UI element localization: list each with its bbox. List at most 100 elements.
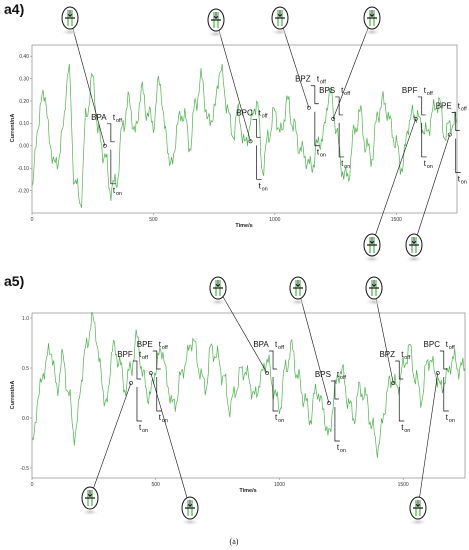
bubble-shadow [80,508,100,516]
toff-label: t [446,340,449,349]
x-tick-label: 500 [152,482,161,488]
toff-subscript: off [278,345,284,351]
ton-subscript: on [116,191,122,197]
ton-subscript: on [340,448,346,454]
dwell-step [439,350,449,412]
callout-arrow [371,118,416,246]
event-marker [265,371,269,375]
toff-label: t [275,340,278,349]
event-marker [248,139,253,144]
ton-label: t [458,175,461,184]
series-line [31,63,458,208]
callout-arrow [69,17,106,146]
arrow-icon [371,280,377,288]
ton-label: t [159,413,162,422]
ton-subscript: on [142,428,148,434]
arrow-icon [67,10,73,18]
bubble-shadow [288,298,308,306]
y-tick-label: 0.0 [22,416,29,422]
dwell-step [417,96,427,158]
event-marker [102,143,107,148]
event-marker [129,381,133,385]
ton-label: t [259,181,262,190]
chart-a4: -0.20 -0.10 0.00 0.10 0.20 0.30 0.40 0 500 1000 15… [18,6,467,263]
toff-subscript: off [340,375,346,381]
event-marker [331,117,336,121]
arrow-icon [277,10,283,18]
ton-label: t [139,423,142,432]
event-marker [447,132,452,137]
toff-label: t [113,113,116,122]
y-tick-label: 0.5 [22,366,29,372]
event-marker [413,117,418,121]
event-label: BPF [402,86,418,95]
arrow-icon [187,500,193,508]
x-tick-label: 1500 [398,482,409,488]
y-tick-label: 0.10 [19,121,29,127]
event-label: BPA [91,113,107,122]
x-tick-label: 500 [149,217,158,223]
ton-subscript: on [320,153,326,159]
bubble-shadow [362,255,382,263]
y-axis-label-a5: Current/nA [10,381,16,410]
arrow-icon [411,237,417,245]
toff-subscript: off [427,91,433,97]
plot-frame-a4 [31,44,458,214]
x-tick-label: 0 [31,482,34,488]
dwell-step [335,96,345,158]
ton-label: t [113,186,116,195]
arrow-icon [369,237,375,245]
bubble-shadow [364,298,384,306]
ton-subscript: on [404,428,410,434]
dwell-step [252,118,262,180]
x-tick-label: 1000 [274,482,285,488]
ton-label: t [424,159,427,168]
dwell-step [330,380,340,442]
x-tick-label: 0 [31,217,34,223]
toff-subscript: off [461,107,467,113]
plot-frame-a5 [31,312,466,479]
dwell-step [310,85,320,147]
ton-label: t [317,148,320,157]
bubble-shadow [270,28,290,36]
toff-label: t [259,108,262,117]
event-marker [148,371,153,375]
arrow-icon [87,490,93,498]
arrow-icon [415,500,421,508]
series-line [31,311,466,458]
toff-subscript: off [449,345,455,351]
y-tick-label: -0.5 [20,466,29,472]
event-label: BPC [424,340,441,349]
dwell-step [152,350,162,412]
y-tick-label: -0.10 [18,166,30,172]
ton-subscript: on [449,418,455,424]
arrow-icon [215,280,221,288]
toff-subscript: off [404,355,410,361]
event-marker [391,381,396,385]
ton-subscript: on [344,164,350,170]
bubble-shadow [60,28,80,36]
bubble-shadow [208,298,228,306]
event-label: BPE [137,340,153,349]
figure-caption: (a) [230,537,239,546]
x-axis-label-a5: Time/s [239,488,256,494]
event-label: BPF [117,350,133,359]
ton-subscript: on [278,418,284,424]
toff-label: t [159,340,162,349]
y-tick-label: 0.30 [19,76,29,82]
y-tick-label: 0.20 [19,99,29,105]
bubble-shadow [404,255,424,263]
dwell-step [395,360,405,422]
callout-arrow [150,372,191,509]
y-tick-label: 1.0 [22,316,29,322]
ton-subscript: on [262,186,268,192]
callout-arrow [89,382,132,499]
dwell-step [132,360,142,422]
callout-arrow [297,287,330,404]
toff-label: t [458,102,461,111]
event-label: BPS [319,86,335,95]
event-marker [327,401,331,405]
callout-arrow [417,372,439,509]
